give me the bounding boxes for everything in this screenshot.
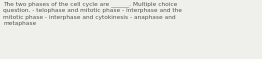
Text: The two phases of the cell cycle are ______. Multiple choice
question. - telopha: The two phases of the cell cycle are ___…	[3, 1, 182, 26]
